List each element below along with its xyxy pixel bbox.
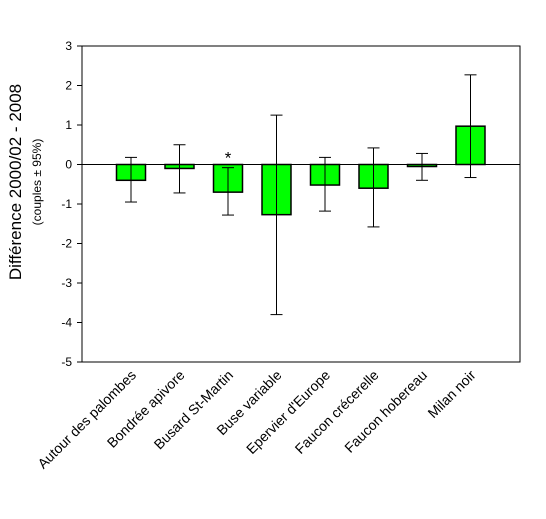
y-tick-label: 1 <box>65 118 72 132</box>
y-axis-label: Différence 2000/02 - 2008 <box>6 84 25 280</box>
annotations: * <box>225 149 232 168</box>
plot-frame <box>81 45 521 363</box>
y-tick-label: -4 <box>61 316 72 330</box>
y-tick-label: -1 <box>61 197 72 211</box>
y-tick-label: -3 <box>61 276 72 290</box>
x-tick-label: Faucon crécerelle <box>292 367 382 457</box>
axes <box>77 45 521 363</box>
y-tick-label: 2 <box>65 79 72 93</box>
x-tick-label: Milan noir <box>424 367 478 421</box>
y-tick-label: -2 <box>61 237 72 251</box>
error-bars <box>125 74 477 316</box>
y-tick-label: -5 <box>61 355 72 369</box>
y-tick-label: 0 <box>65 158 72 172</box>
x-tick-label: Faucon hobereau <box>341 367 430 456</box>
y-axis-sublabel: (couples ± 95%) <box>30 139 44 226</box>
y-tick-labels: 3 2 1 0 -1 -2 -3 -4 -5 <box>61 39 72 369</box>
bars <box>115 125 486 216</box>
significance-marker: * <box>225 149 232 168</box>
y-tick-label: 3 <box>65 39 72 53</box>
x-tick-label: Epervier d'Europe <box>243 367 333 457</box>
